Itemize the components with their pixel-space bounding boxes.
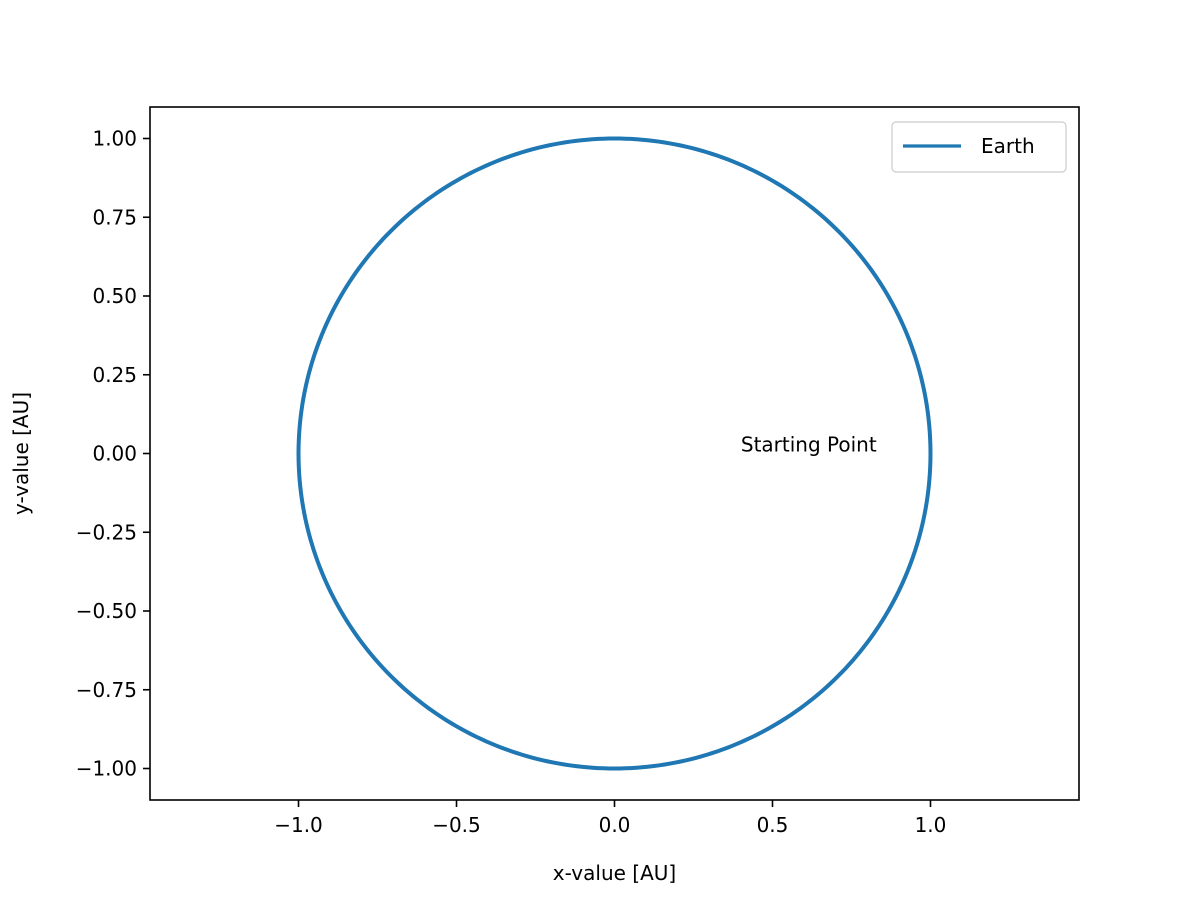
legend-box xyxy=(891,121,1067,173)
x-axis: −1.0 −0.5 0.0 0.5 1.0 xyxy=(274,800,946,837)
plot-area xyxy=(296,136,933,771)
x-tick-label: 0.5 xyxy=(757,813,789,837)
x-tick-label: 0.0 xyxy=(599,813,631,837)
annotation-starting-point: Starting Point xyxy=(741,433,877,457)
series-line-earth xyxy=(296,136,933,771)
y-axis: 1.00 0.75 0.50 0.25 0.00 −0.25 −0.50 −0.75 −1.00 xyxy=(76,127,150,781)
y-axis-label: y-value [AU] xyxy=(9,392,33,515)
y-tick-label: 0.75 xyxy=(92,205,137,229)
x-axis-label: x-value [AU] xyxy=(553,861,676,885)
y-tick-label: −0.50 xyxy=(76,599,137,623)
y-tick-label: 1.00 xyxy=(92,127,137,151)
y-tick-label: −1.00 xyxy=(76,757,137,781)
y-tick-label: −0.25 xyxy=(76,520,137,544)
x-tick-label: 1.0 xyxy=(915,813,947,837)
x-tick-label: −0.5 xyxy=(432,813,481,837)
y-tick-label: 0.00 xyxy=(92,442,137,466)
y-tick-label: −0.75 xyxy=(76,678,137,702)
legend-entry-earth: Earth xyxy=(981,134,1035,158)
y-tick-label: 0.50 xyxy=(92,284,137,308)
annotations: Starting Point xyxy=(741,433,877,457)
x-tick-label: −1.0 xyxy=(274,813,323,837)
legend: Earth xyxy=(891,121,1067,173)
y-tick-label: 0.25 xyxy=(92,363,137,387)
